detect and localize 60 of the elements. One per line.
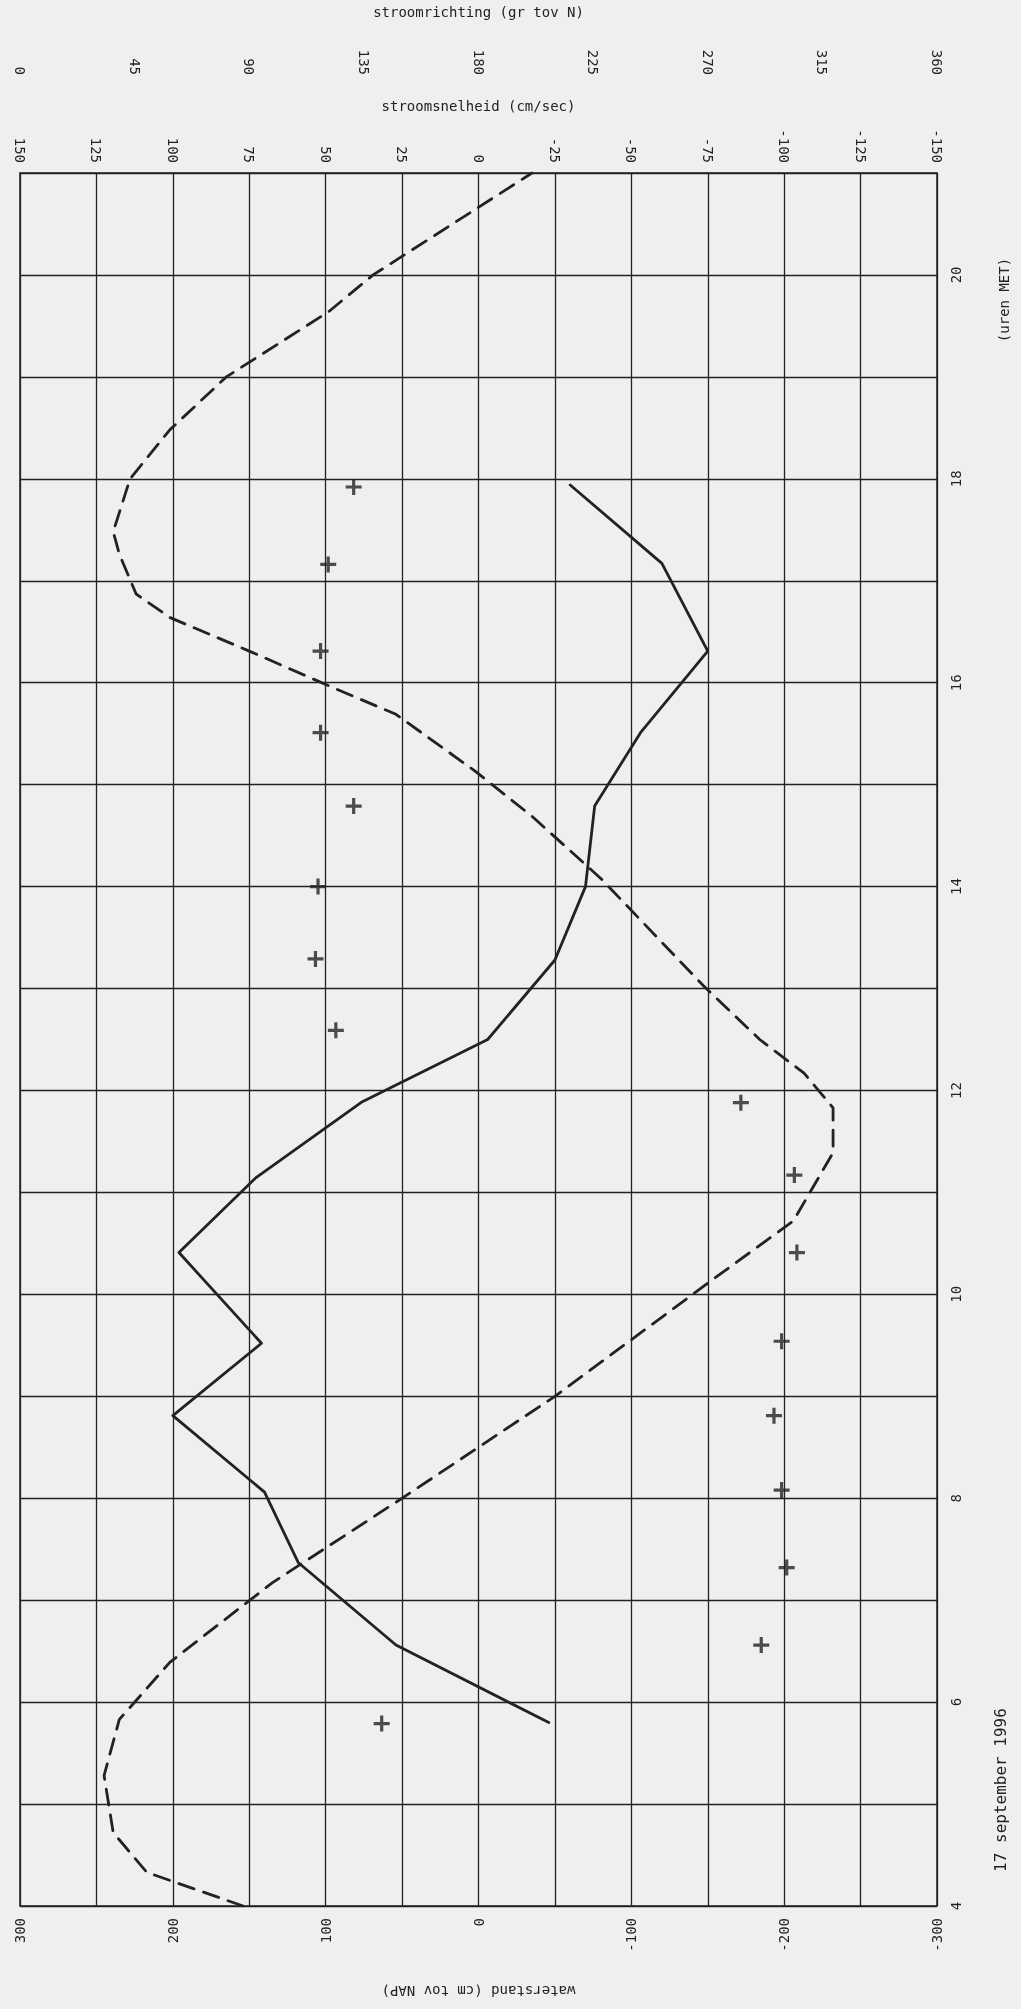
point <box>778 1559 795 1576</box>
point <box>312 724 329 741</box>
x2-tick-label: -150 <box>929 129 945 163</box>
point <box>373 1715 390 1732</box>
x-tick-label: 270 <box>699 49 716 75</box>
text: 17 september 1996 <box>990 1708 1010 1872</box>
point <box>786 1167 803 1184</box>
point <box>312 643 329 660</box>
point <box>765 1407 782 1424</box>
x2-axis-title: stroomsnelheid (cm/sec) <box>381 98 576 114</box>
point <box>753 1637 770 1654</box>
x2-tick-label: 125 <box>88 137 105 163</box>
x-tick-label: 315 <box>814 49 831 75</box>
x2-tick-label: -75 <box>699 137 716 163</box>
y-tick-label: 18 <box>948 470 964 488</box>
y-tick-label: 4 <box>948 1901 964 1911</box>
point <box>320 556 337 573</box>
x-tick-label: 300 <box>12 1918 28 1944</box>
y-tick-label: 10 <box>948 1285 964 1303</box>
x-tick-label: 225 <box>585 49 602 75</box>
y-tick-label: 12 <box>948 1082 964 1099</box>
x2-tick-label: 25 <box>394 146 411 163</box>
x-tick-label: 360 <box>929 49 945 75</box>
y-tick-label: 14 <box>948 878 964 896</box>
y-tick-label: 8 <box>948 1494 964 1503</box>
point <box>310 878 327 895</box>
point <box>773 1333 790 1350</box>
y-tick-label: 16 <box>948 674 964 692</box>
x-tick-label: 90 <box>241 58 258 75</box>
x-tick-label: -300 <box>929 1918 945 1952</box>
x2-tick-label: 50 <box>317 146 334 163</box>
y-tick-label: 6 <box>948 1697 964 1707</box>
x-tick-label: 200 <box>164 1918 181 1944</box>
x-tick-label: 135 <box>355 49 372 75</box>
x-tick-label: 0 <box>12 66 28 75</box>
x2-tick-label: -50 <box>623 137 640 163</box>
x-tick-label: 180 <box>470 49 487 75</box>
point <box>773 1482 790 1499</box>
point <box>307 950 324 967</box>
x2-tick-label: 150 <box>12 137 28 163</box>
x-axis-title: waterstand (cm tov NAP) <box>381 1983 576 1999</box>
x2-tick-label: -25 <box>546 137 563 163</box>
x2-tick-label: -100 <box>776 129 793 163</box>
x-tick-label: -200 <box>776 1918 793 1952</box>
x-tick-label: 100 <box>317 1918 334 1944</box>
x-tick-label: 0 <box>470 1918 487 1927</box>
x2-tick-label: 75 <box>241 146 258 163</box>
x-axis-title: stroomrichting (gr tov N) <box>373 4 584 20</box>
x2-tick-label: -125 <box>852 129 869 163</box>
x2-tick-label: 0 <box>470 154 487 163</box>
x-tick-label: 45 <box>126 58 143 75</box>
y-axis-title: (uren MET) <box>996 257 1012 343</box>
y-tick-label: 20 <box>948 266 964 284</box>
point <box>345 478 362 495</box>
x-tick-label: -100 <box>623 1918 640 1952</box>
point <box>345 798 362 815</box>
point <box>732 1094 749 1111</box>
point <box>327 1022 344 1039</box>
point <box>788 1244 805 1261</box>
x2-tick-label: 100 <box>164 137 181 163</box>
